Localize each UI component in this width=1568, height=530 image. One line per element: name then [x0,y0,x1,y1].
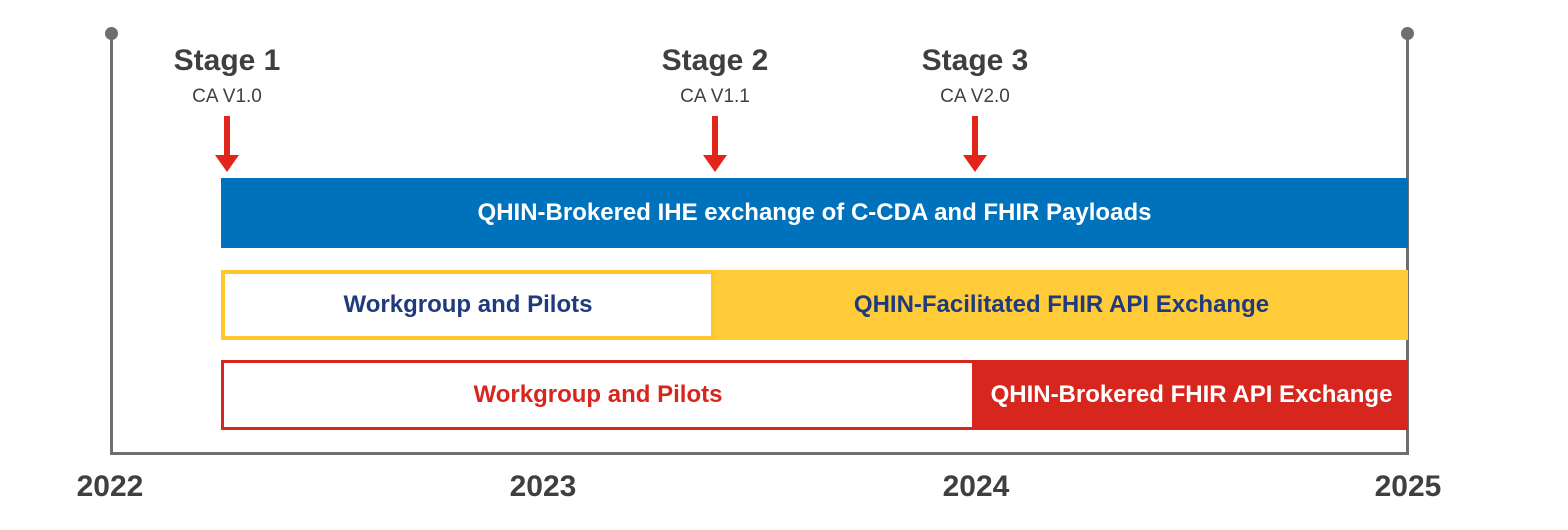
stage-3-version: CA V2.0 [940,86,1010,107]
year-label-2022: 2022 [76,470,144,503]
stage-1-down-arrow-icon [215,116,239,172]
bar-fhir-brokered-workgroup-pilots: Workgroup and Pilots [221,360,975,430]
stage-1-version: CA V1.0 [192,86,262,107]
bar-qhin-brokered-fhir-api: QHIN-Brokered FHIR API Exchange [975,360,1408,430]
bar-qhin-brokered-ihe: QHIN-Brokered IHE exchange of C-CDA and … [221,178,1408,248]
stage-2-version: CA V1.1 [680,86,750,107]
stage-3-title: Stage 3 [921,44,1029,77]
year-label-2023: 2023 [509,470,577,503]
stage-1-title: Stage 1 [173,44,281,77]
timeline-baseline [110,452,1409,455]
bar-fhir-facilitated-workgroup-pilots: Workgroup and Pilots [221,270,715,340]
year-label-2025: 2025 [1374,470,1442,503]
stage-2-title: Stage 2 [661,44,769,77]
year-label-2024: 2024 [942,470,1010,503]
bar-qhin-facilitated-fhir-api: QHIN-Facilitated FHIR API Exchange [715,270,1408,340]
stage-2-down-arrow-icon [703,116,727,172]
timeline-left-axis [110,33,113,454]
stage-3-down-arrow-icon [963,116,987,172]
